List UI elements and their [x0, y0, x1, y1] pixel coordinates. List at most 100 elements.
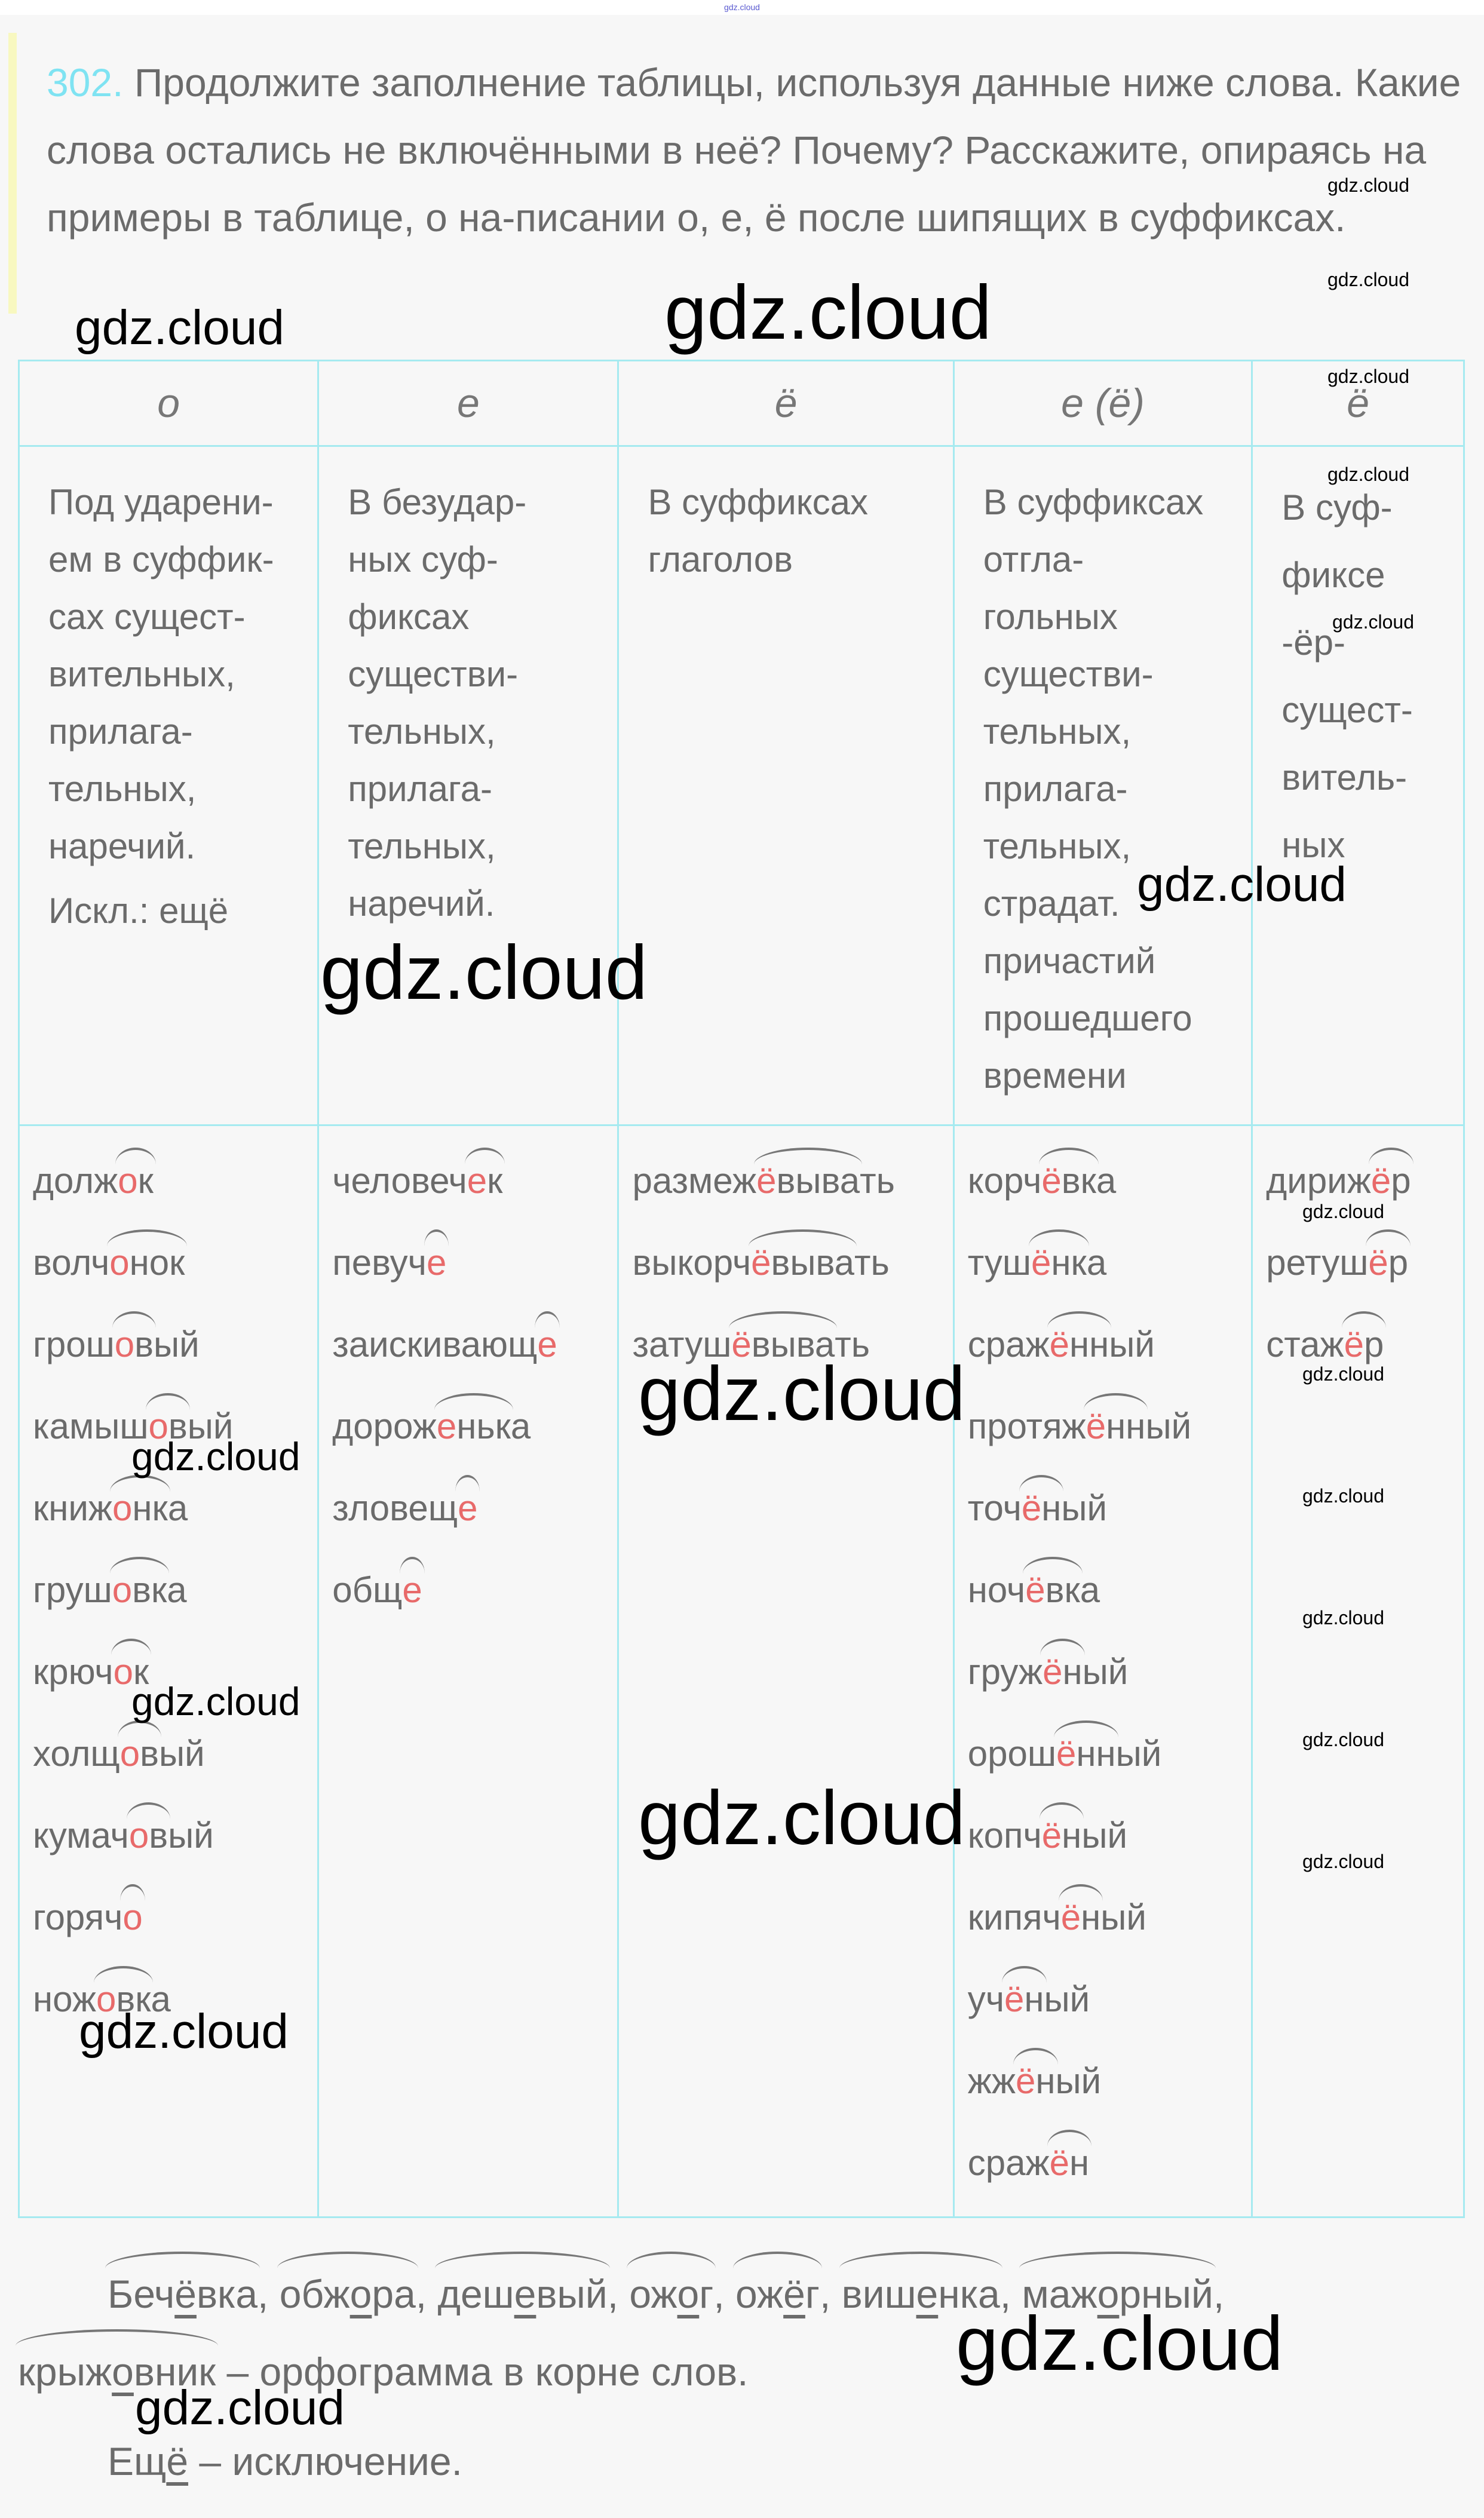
- root: ожог: [627, 2252, 716, 2333]
- spelled-vowel: ё: [1016, 2061, 1036, 2101]
- rule-line: В суффиксах: [648, 482, 869, 522]
- spelled-vowel: ё: [1041, 1161, 1062, 1201]
- suffix-arc: ёнк: [1029, 1229, 1089, 1293]
- example-word: кипячёный: [968, 1884, 1252, 1970]
- header-yo: ё: [617, 360, 955, 447]
- words-cell: должок волчонок грошовый камышовый книжонка г…: [17, 1124, 320, 2218]
- suffix-arc: ёр: [1368, 1148, 1414, 1211]
- rule-line: тельных,: [48, 769, 197, 809]
- table-rules-row: Под ударени-ем в суффик-сах сущест-вител…: [17, 445, 1465, 1126]
- spelled-vowel: ё: [1060, 1897, 1081, 1937]
- watermark: gdz.cloud: [1332, 611, 1414, 633]
- suffix-arc: ённ: [1054, 1720, 1118, 1784]
- suffix-arc: ёр: [1366, 1229, 1411, 1293]
- root: крыжовник: [15, 2329, 219, 2410]
- suffix-arc: ёвк: [1023, 1557, 1083, 1620]
- rule-line: сах сущест-: [48, 597, 246, 637]
- watermark: gdz.cloud: [956, 2301, 1283, 2387]
- watermark: gdz.cloud: [131, 1434, 301, 1479]
- spelled-vowel: ё: [1004, 1979, 1025, 2019]
- exception-note: Искл.: ещё: [48, 891, 229, 931]
- word: Бечёвка,: [105, 2252, 280, 2316]
- suffix-arc: ён: [1039, 1802, 1084, 1866]
- example-word: орошённый: [968, 1720, 1252, 1806]
- spelled-vowel: ё: [1344, 1324, 1364, 1364]
- rule-line: существи-: [348, 654, 519, 694]
- rule-cell: В суффиксах глаголов: [617, 445, 955, 1126]
- rule-line: прилага-: [983, 769, 1128, 809]
- root-spelling-line: крыжовник – орфограмма в корне слов.: [15, 2329, 1464, 2410]
- suffix-arc: ёр: [1341, 1311, 1387, 1375]
- example-word: певуче: [332, 1229, 617, 1315]
- word: мажорный,: [1019, 2252, 1224, 2316]
- suffix-arc: овк: [93, 1966, 153, 2029]
- spelled-vowel: о: [109, 1243, 130, 1283]
- spelled-vowel: ё: [1031, 1243, 1051, 1283]
- rule-line: фиксе: [1281, 555, 1385, 595]
- suffix-arc: о: [120, 1884, 146, 1947]
- example-word: размежёвывать: [632, 1148, 952, 1233]
- suffix-arc: ов: [126, 1802, 171, 1866]
- suffix-arc: ён: [1002, 1966, 1047, 2029]
- rule-line: наречий.: [348, 884, 495, 924]
- underlined-vowel: е: [916, 2272, 939, 2316]
- example-word: кумачовый: [33, 1802, 317, 1888]
- spelled-vowel: ё: [1370, 1161, 1391, 1201]
- spelled-vowel: о: [128, 1815, 149, 1855]
- watermark: gdz.cloud: [1327, 174, 1409, 196]
- suffix-arc: ок: [111, 1639, 151, 1702]
- example-word: обще: [332, 1557, 617, 1642]
- watermark: gdz.cloud: [75, 300, 285, 355]
- task-number: 302.: [47, 60, 124, 105]
- example-word: человечек: [332, 1148, 617, 1233]
- rule-cell: В безудар-ных суф-фиксах существи-тельных…: [317, 445, 620, 1126]
- root: обжора: [277, 2252, 418, 2333]
- example-word: ночёвка: [968, 1557, 1252, 1642]
- conclusion: Бечёвка, обжора, дешевый, ожог, ожёг, ви…: [15, 2252, 1464, 2500]
- underlined-vowel: ё: [174, 2272, 197, 2316]
- spelled-vowel: о: [96, 1979, 116, 2019]
- rule-line: отгла-: [983, 539, 1084, 579]
- rule-line: тельных,: [983, 826, 1132, 866]
- suffix-arc: ок: [115, 1148, 156, 1211]
- watermark: gdz.cloud: [1302, 1607, 1384, 1628]
- spelled-vowel: о: [122, 1897, 143, 1937]
- watermark: gdz.cloud: [664, 270, 992, 355]
- root: мажорный: [1019, 2252, 1216, 2333]
- watermark: gdz.cloud: [638, 1775, 965, 1861]
- example-word: протяжённый: [968, 1393, 1252, 1479]
- rule-line: Под ударени-: [48, 482, 274, 522]
- spelled-vowel: о: [148, 1406, 168, 1446]
- words-cell: дирижёр ретушёр стажёр: [1251, 1124, 1465, 2218]
- example-word: корчёвка: [968, 1148, 1252, 1233]
- exception-text: – исключение.: [188, 2439, 462, 2483]
- suffix-arc: ённ: [1047, 1311, 1111, 1375]
- rule-line: прилага-: [48, 711, 193, 752]
- example-word: дороженька: [332, 1393, 617, 1479]
- underlined-vowel: о: [349, 2272, 372, 2316]
- suffix-arc: овк: [109, 1557, 169, 1620]
- rule-line: фиксах: [348, 597, 470, 637]
- word: Ещё: [108, 2439, 188, 2483]
- example-word: сражён: [968, 2130, 1252, 2215]
- rule-cell: В суф-фиксе -ёр-сущест-витель-ных: [1251, 445, 1465, 1126]
- suffix-arc: ённ: [1083, 1393, 1148, 1456]
- spelled-vowel: ё: [1056, 1734, 1077, 1774]
- suffix-arc: ён: [1013, 2048, 1058, 2111]
- spelled-vowel: е: [458, 1488, 478, 1528]
- spelled-vowel: о: [119, 1734, 140, 1774]
- root: ожёг: [733, 2252, 822, 2333]
- spelled-vowel: о: [112, 1488, 133, 1528]
- example-word: жжёный: [968, 2048, 1252, 2133]
- example-word: дирижёр: [1266, 1148, 1463, 1233]
- suffix-arc: онок: [107, 1229, 188, 1293]
- suffix-arc: еньк: [434, 1393, 513, 1456]
- spelled-vowel: ё: [1025, 1570, 1045, 1610]
- spelled-vowel: ё: [1021, 1488, 1042, 1528]
- spelled-vowel: ё: [1043, 1652, 1063, 1692]
- watermark: gdz.cloud: [638, 1351, 965, 1437]
- header-yo-2: ё: [1251, 360, 1465, 447]
- example-word: грушовка: [33, 1557, 317, 1642]
- words-cell: корчёвка тушёнка сражённый протяжённый точён…: [952, 1124, 1253, 2218]
- table-header-row: о е ё е (ё) ё: [17, 360, 1465, 447]
